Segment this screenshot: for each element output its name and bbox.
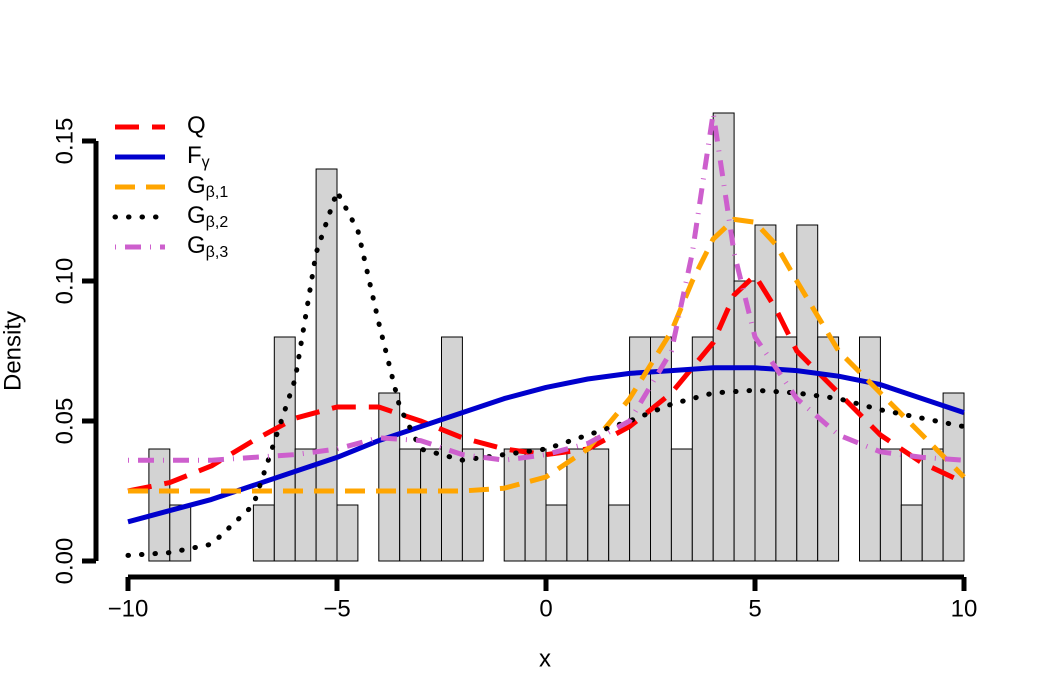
legend-label: Gβ,1: [187, 172, 228, 201]
histogram-bar: [315, 168, 338, 562]
histogram-bar: [754, 224, 777, 562]
legend-subscript: β,2: [206, 214, 229, 231]
histogram-bar: [336, 504, 359, 562]
histogram-bar: [608, 504, 631, 562]
histogram-bar: [503, 448, 526, 562]
histogram-bar: [148, 448, 171, 562]
histogram-bar: [670, 448, 693, 562]
y-axis-label: Density: [0, 311, 26, 391]
legend-label: Gβ,3: [187, 232, 228, 261]
legend-label: Fγ: [187, 142, 210, 171]
histogram-bar: [169, 504, 192, 562]
histogram-bar: [921, 448, 944, 562]
legend-name: Q: [187, 112, 206, 139]
histogram-bar: [545, 504, 568, 562]
histogram-bar: [399, 448, 422, 562]
x-tick-label: −10: [108, 595, 149, 622]
legend-subscript: β,1: [206, 184, 229, 201]
histogram-bar: [817, 336, 840, 562]
legend-name: G: [187, 172, 206, 199]
legend-name: G: [187, 232, 206, 259]
x-tick-label: 0: [539, 595, 552, 622]
x-tick-label: 5: [748, 595, 761, 622]
legend-subscript: β,3: [206, 244, 229, 261]
density-curve: [125, 188, 967, 558]
histogram-bar: [900, 504, 923, 562]
histogram-bar: [587, 448, 610, 562]
histogram-bar: [566, 448, 589, 562]
y-tick-label: 0.05: [51, 398, 78, 445]
legend-label: Q: [187, 112, 206, 139]
histogram-bar: [252, 504, 275, 562]
histogram-bar: [879, 448, 902, 562]
x-tick-label: 10: [951, 595, 978, 622]
y-tick-label: 0.15: [51, 118, 78, 165]
density-curve: [127, 365, 965, 525]
y-tick-label: 0.00: [51, 538, 78, 585]
histogram-bar: [378, 392, 401, 562]
legend-name: F: [187, 142, 202, 169]
x-tick-label: −5: [323, 595, 350, 622]
density-curve: [128, 110, 965, 463]
histogram-bar: [712, 112, 735, 562]
density-curve: [128, 216, 966, 494]
x-axis-label: x: [539, 645, 551, 672]
legend-label: Gβ,2: [187, 202, 228, 231]
histogram-bar: [273, 336, 296, 562]
y-tick-label: 0.10: [51, 258, 78, 305]
histogram-bar: [461, 448, 484, 562]
histogram-bar: [524, 448, 547, 562]
histogram-bar: [420, 448, 443, 562]
legend-name: G: [187, 202, 206, 229]
legend-subscript: γ: [202, 154, 210, 171]
histogram-bar: [796, 224, 819, 562]
